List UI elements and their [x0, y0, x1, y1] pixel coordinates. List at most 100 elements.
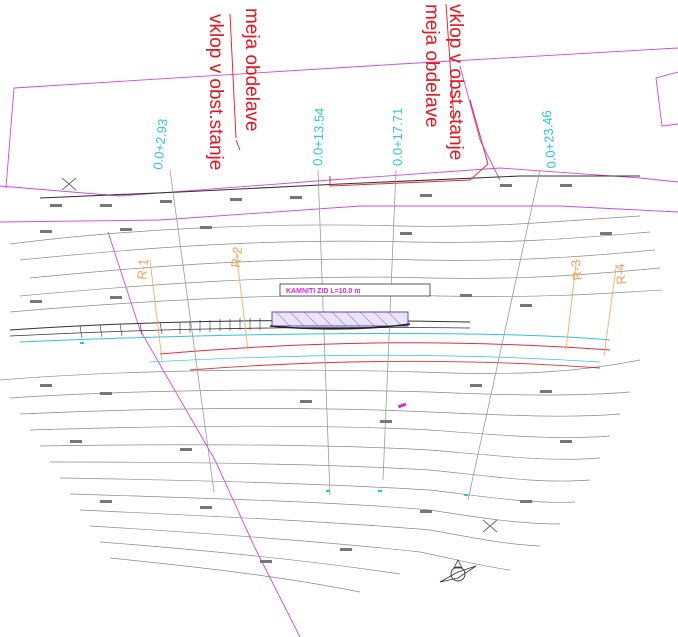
station-label-4: 0.0+23.46 [539, 110, 559, 169]
parcel-boundaries [0, 47, 678, 637]
red-boundary-left [235, 139, 241, 151]
profile-brackets [149, 249, 617, 361]
spot-height-mark [540, 390, 552, 393]
profile-line-4 [467, 169, 541, 501]
parcel-boundary-link [459, 65, 501, 181]
spot-height-mark [340, 548, 352, 551]
spot-height-mark [200, 226, 212, 229]
spot-height-mark [160, 200, 172, 203]
road-edge-red-upper [329, 176, 471, 187]
bracket-r2 [235, 249, 249, 351]
hatch-ticks [79, 318, 261, 339]
contour-4 [19, 267, 661, 297]
parcel-boundary-mid [0, 205, 678, 223]
spot-height-mark [420, 510, 432, 513]
contour-16 [99, 541, 401, 575]
spot-height-mark [230, 198, 242, 201]
profile-line-2 [317, 169, 331, 496]
contour-14 [79, 509, 541, 547]
contour-2 [19, 231, 651, 261]
leader-right [445, 3, 455, 123]
annotation-right-top: vklop v obst.stanje [445, 4, 466, 160]
spot-height-mark [290, 196, 302, 199]
spot-height-mark [100, 500, 112, 503]
north-arrow-needle [439, 565, 477, 583]
road-edge-cyan [19, 332, 611, 343]
north-arrow-tip [453, 559, 463, 569]
spot-height-mark [500, 184, 512, 187]
contour-8 [19, 408, 621, 417]
wall-hatching [79, 318, 261, 339]
spot-height-mark [600, 232, 612, 235]
annotation-right-bottom: meja obdelave [421, 4, 442, 128]
road-edge-cyan-2 [149, 354, 601, 363]
stone-wall-cross-hatch [275, 311, 403, 327]
contour-15 [89, 525, 511, 571]
profile-label-2: R-2 [228, 246, 245, 268]
spot-height-mark [560, 440, 572, 443]
bracket-r4 [603, 267, 617, 357]
spot-height-mark [400, 232, 412, 235]
spot-height-mark [300, 400, 312, 403]
profile-line-1 [169, 169, 215, 493]
annotation-left-bottom: vklop v obst.stanje [205, 14, 226, 170]
spot-height-mark [520, 304, 532, 307]
contour-11 [49, 461, 591, 482]
parcel-boundary-right-box [655, 71, 678, 127]
spot-height-mark [70, 440, 82, 443]
station-label-2: 0.0+13.54 [310, 107, 327, 166]
contour-9 [29, 425, 611, 438]
profile-label-3: R-3 [568, 259, 585, 281]
wall-line-2 [9, 327, 471, 337]
station-label-1: 0.0+2.93 [150, 118, 170, 170]
spot-height-mark [520, 500, 532, 503]
profile-end-mark [464, 494, 468, 496]
stone-wall-hatch [271, 311, 409, 327]
cross-marker-icon [61, 177, 498, 533]
contour-3 [29, 249, 656, 279]
road-edge-dark [39, 175, 640, 199]
annotation-left-top: meja obdelave [241, 8, 262, 132]
structure-label-box [279, 283, 431, 297]
contour-6 [0, 359, 641, 381]
contour-13 [69, 493, 561, 525]
spot-height-mark [100, 392, 112, 395]
profile-end-mark [378, 490, 382, 492]
spot-height-mark [470, 384, 482, 387]
contour-10 [39, 444, 601, 460]
parcel-boundary-diagonal [107, 231, 301, 637]
spot-height-mark [380, 420, 392, 423]
road-edge-red-lower [159, 342, 611, 355]
north-arrow-circle [450, 566, 466, 582]
contour-7 [9, 389, 631, 399]
contour-1 [9, 215, 641, 245]
spot-height-mark [560, 184, 572, 187]
contour-12 [59, 477, 576, 503]
annotation-leaders [229, 3, 455, 139]
parcel-boundary-top [13, 47, 678, 89]
magenta-marker [397, 402, 407, 409]
stone-wall-structure: KAMNITI ZID L=10.0 m [269, 283, 431, 330]
red-boundary-right [469, 99, 489, 181]
spot-height-mark [120, 228, 132, 231]
station-label-3: 0.0+17.71 [390, 108, 405, 166]
spot-height-mark [100, 204, 112, 207]
spot-height-mark [420, 194, 432, 197]
spot-height-mark [50, 204, 62, 207]
spot-height-mark [30, 300, 42, 303]
leader-left [229, 13, 237, 139]
contour-lines [0, 215, 663, 593]
road-edge-red-bottom [189, 360, 601, 371]
profile-label-1: R-1 [134, 258, 151, 280]
bracket-r1 [149, 259, 163, 361]
cross-marker-icon [61, 177, 77, 191]
spot-height-mark [180, 448, 192, 451]
spot-height-mark [40, 230, 52, 233]
contour-17 [109, 557, 361, 593]
bracket-r3 [565, 263, 577, 351]
profile-label-4: R-4 [612, 263, 629, 285]
structure-label: KAMNITI ZID L=10.0 m [286, 288, 360, 295]
north-arrow-icon [439, 559, 477, 583]
profile-end-mark [80, 342, 84, 344]
